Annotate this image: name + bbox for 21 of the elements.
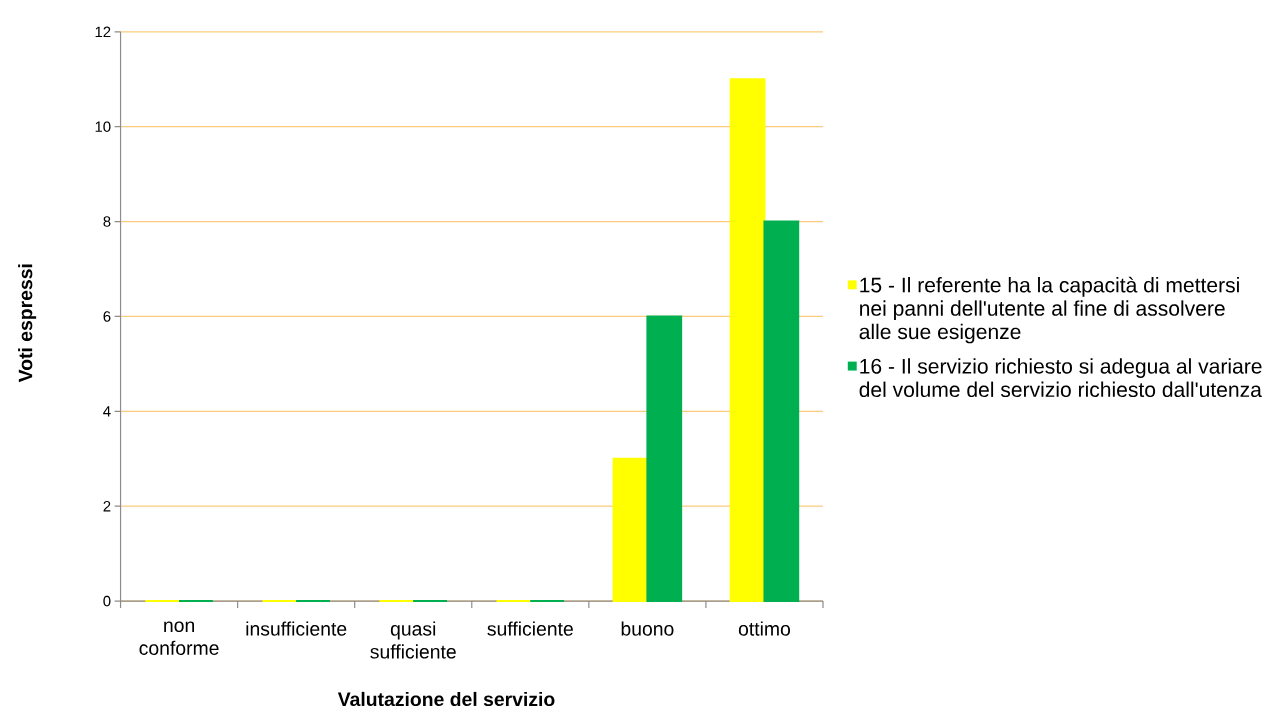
x-tick-label: ottimo: [738, 621, 791, 636]
y-tick-label: 10: [95, 121, 111, 132]
x-tick-label: sufficiente: [487, 621, 573, 636]
legend-label: 15 - Il referente ha la capacità di mettersi nei panni dell'utente al fine di assolvere alle sue esigenze: [859, 276, 1239, 344]
y-axis-title: Voti espressi: [18, 264, 37, 382]
y-tick-label: 4: [103, 406, 111, 417]
y-tick-label: 2: [103, 500, 111, 512]
x-axis-title: Valutazione del servizio: [337, 691, 555, 706]
y-tick-label: 6: [103, 310, 111, 322]
bar: [612, 457, 649, 602]
legend-label: 16 - Il servizio richiesto si adegua al variare del volume del servizio richiesto dall'utenza: [859, 358, 1262, 397]
x-tick-label: non conforme: [139, 621, 219, 655]
x-tick-label: quasi sufficiente: [370, 621, 456, 659]
y-tick-label: 0: [103, 595, 111, 607]
y-tick-label: 8: [103, 216, 111, 227]
y-tick-label: 12: [95, 26, 111, 37]
x-tick-label: buono: [621, 621, 674, 636]
bar: [763, 220, 800, 602]
bar: [729, 78, 766, 602]
bar: [646, 315, 683, 602]
x-tick-label: insufficiente: [246, 621, 347, 636]
